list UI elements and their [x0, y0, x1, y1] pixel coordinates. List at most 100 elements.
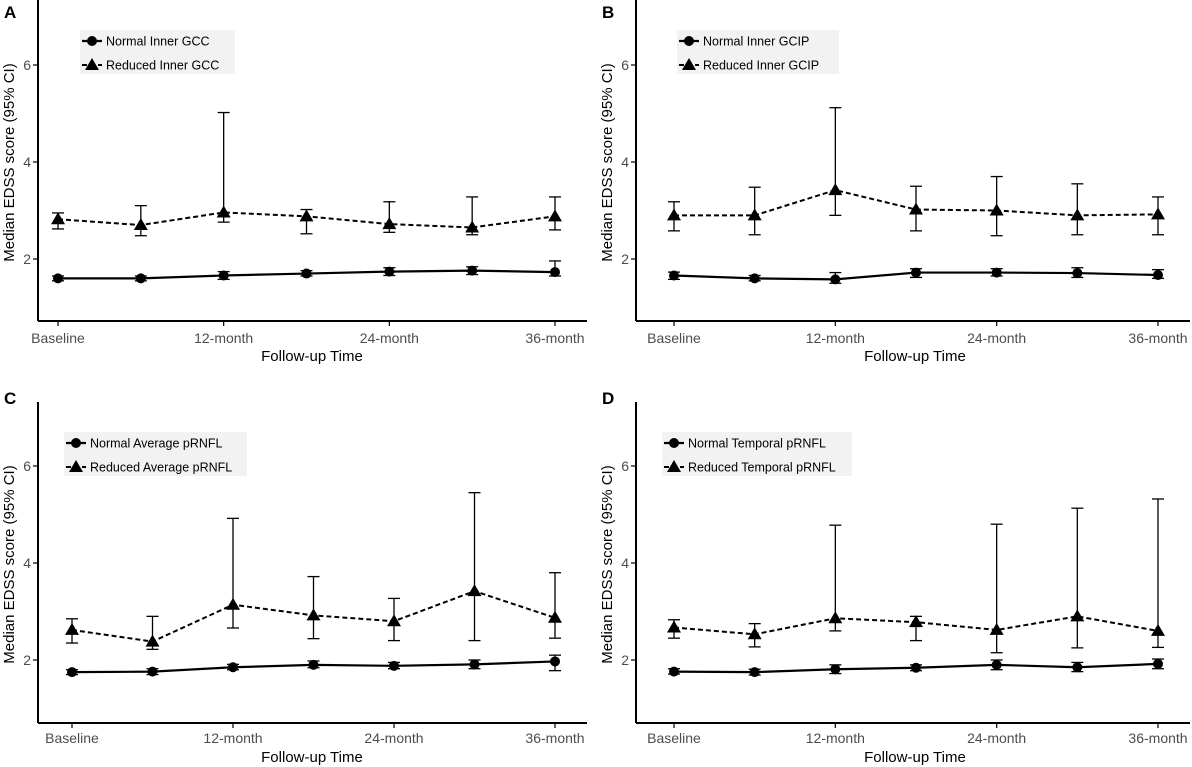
legend-circle-marker [87, 36, 97, 46]
data-point [382, 217, 397, 230]
legend-label: Normal Average pRNFL [90, 437, 223, 451]
legend-label: Reduced Inner GCC [106, 59, 219, 73]
data-point [1072, 268, 1083, 279]
data-point [550, 656, 560, 667]
panel-letter: A [4, 3, 16, 22]
legend-background [64, 432, 247, 476]
panel-C: C 2 4 6 Baseline 12-month 24-month 36-month Foll… [1, 389, 587, 766]
x-tick-label: 12-month [194, 330, 253, 346]
data-point [1153, 658, 1163, 669]
series-normal [52, 260, 561, 284]
y-tick-label: 2 [621, 652, 629, 668]
legend-circle-marker [684, 36, 694, 46]
x-tick-label: 12-month [806, 730, 865, 746]
legend-triangle-marker [85, 58, 99, 70]
data-point [1072, 662, 1083, 673]
data-point [301, 268, 312, 279]
legend-label: Reduced Average pRNFL [90, 461, 232, 475]
y-tick-label: 2 [621, 251, 629, 267]
legend-triangle-marker [682, 58, 696, 70]
data-point [133, 218, 148, 231]
x-tick-label: Baseline [647, 730, 701, 746]
data-point [467, 265, 478, 276]
legend-background [677, 30, 839, 74]
data-point [669, 666, 679, 677]
x-axis-title: Follow-up Time [864, 749, 966, 766]
y-tick-label: 6 [621, 458, 629, 474]
data-point [1070, 609, 1085, 622]
panel-letter: C [4, 389, 16, 408]
data-point [828, 611, 843, 624]
legend: Normal Temporal pRNFL Reduced Temporal pR… [662, 432, 852, 476]
data-point [218, 270, 229, 281]
data-point [65, 622, 79, 635]
legend-background [80, 30, 235, 74]
legend-circle-marker [71, 438, 81, 448]
data-point [465, 220, 480, 233]
y-axis-title: Median EDSS score (95% CI) [599, 63, 616, 261]
data-point [308, 659, 319, 670]
data-point [667, 620, 681, 633]
y-tick-label: 4 [23, 555, 31, 571]
data-point [989, 203, 1004, 216]
data-point [911, 662, 921, 673]
data-point [749, 667, 760, 678]
x-tick-label: 36-month [525, 730, 584, 746]
data-point [1153, 270, 1163, 281]
y-tick-label: 6 [23, 57, 31, 73]
data-point [667, 208, 681, 221]
data-point [67, 667, 77, 678]
legend-background [662, 432, 852, 476]
legend-label: Reduced Temporal pRNFL [688, 461, 836, 475]
data-point [389, 660, 399, 671]
data-point [749, 273, 760, 284]
y-tick-label: 6 [23, 458, 31, 474]
data-point [1070, 208, 1085, 221]
series-normal [668, 267, 1164, 285]
data-point [306, 608, 321, 621]
legend-triangle-marker [69, 460, 83, 472]
y-tick-label: 4 [621, 154, 629, 170]
data-point [909, 615, 923, 628]
data-point [228, 662, 238, 673]
data-point [991, 659, 1002, 670]
y-tick-label: 2 [23, 251, 31, 267]
x-tick-label: 24-month [360, 330, 419, 346]
panel-letter: D [602, 389, 614, 408]
data-point [828, 183, 843, 196]
legend-label: Normal Temporal pRNFL [688, 437, 826, 451]
x-axis-title: Follow-up Time [261, 348, 363, 365]
x-tick-label: 24-month [967, 330, 1026, 346]
legend-circle-marker [669, 438, 679, 448]
data-point [991, 267, 1002, 278]
x-tick-label: Baseline [647, 330, 701, 346]
panel-letter: B [602, 3, 614, 22]
data-point [467, 584, 482, 597]
data-point [747, 208, 762, 221]
series-reduced [51, 111, 562, 237]
data-point [550, 267, 560, 278]
data-point [548, 209, 562, 222]
data-point [830, 664, 841, 675]
data-point [135, 273, 146, 284]
data-point [747, 627, 762, 640]
x-tick-label: 12-month [203, 730, 262, 746]
panel-A: A 2 4 6 Baseline 12-month 24-month 36-month Foll… [1, 0, 587, 365]
data-point [226, 597, 240, 610]
data-point [911, 267, 921, 278]
data-point [469, 659, 480, 670]
data-point [548, 610, 562, 623]
x-tick-label: 36-month [1128, 330, 1187, 346]
data-point [299, 209, 314, 222]
y-tick-label: 4 [23, 154, 31, 170]
legend: Normal Average pRNFL Reduced Average pRNF… [64, 432, 247, 476]
data-point [145, 634, 160, 647]
x-tick-label: 24-month [967, 730, 1026, 746]
data-point [51, 212, 65, 225]
panel-B: B 2 4 6 Baseline 12-month 24-month 36-month Foll… [599, 0, 1190, 365]
legend-label: Normal Inner GCIP [703, 35, 809, 49]
legend-triangle-marker [667, 460, 681, 472]
y-axis-title: Median EDSS score (95% CI) [599, 465, 616, 663]
x-tick-label: 36-month [1128, 730, 1187, 746]
